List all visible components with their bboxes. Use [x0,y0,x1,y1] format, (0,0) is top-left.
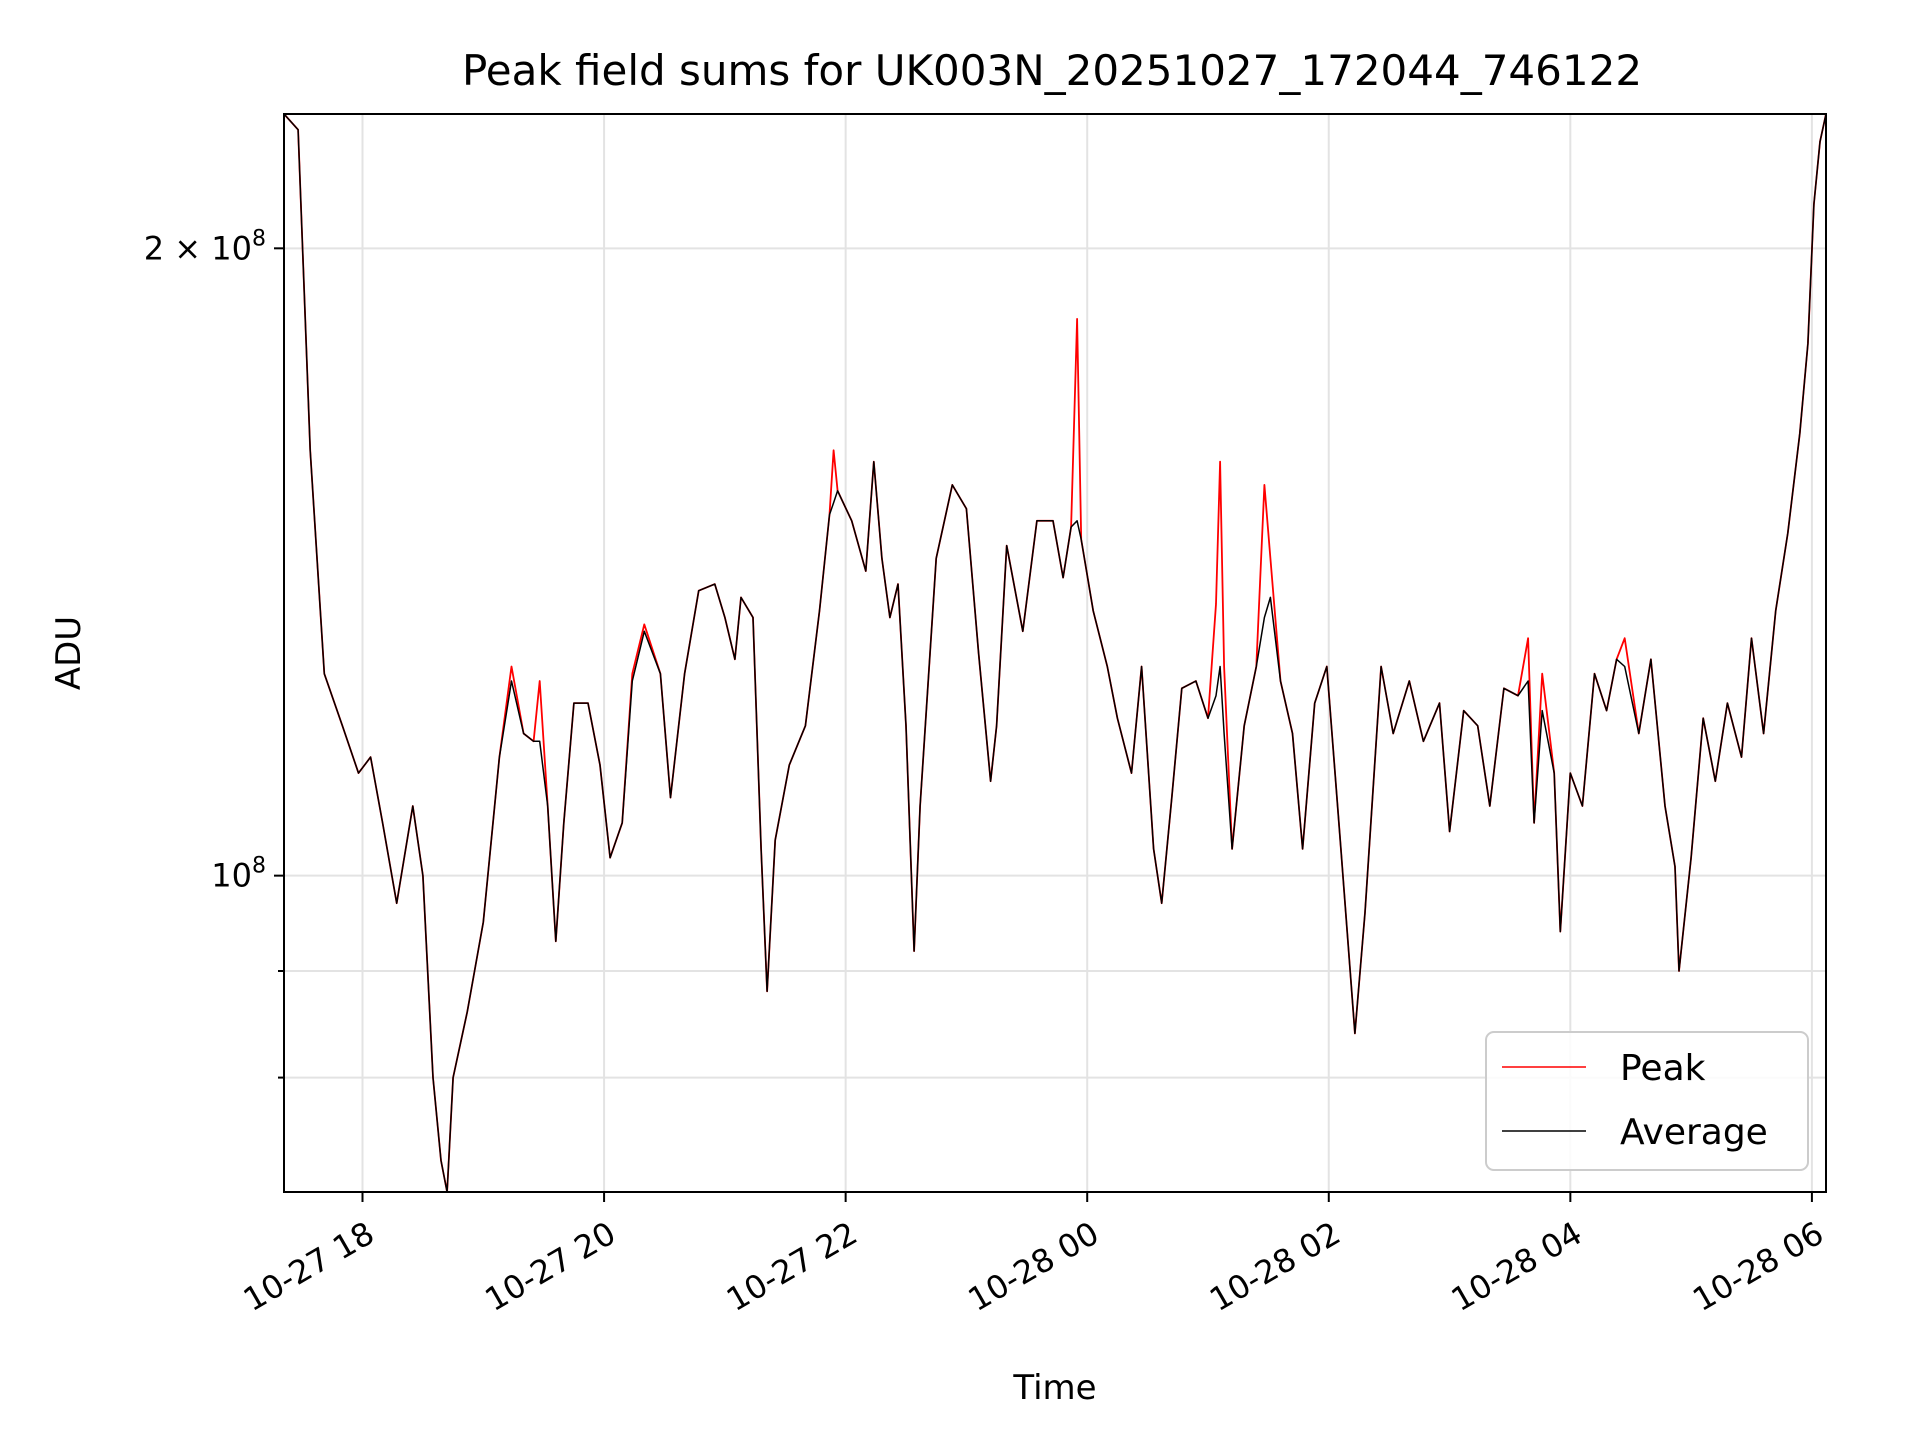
legend-label-peak: Peak [1620,1048,1706,1089]
series-line-average [283,113,1827,1193]
y-axis: 108 2 × 108 [144,226,284,1079]
y-axis-label: ADU [49,616,89,690]
chart-title: Peak field sums for UK003N_20251027_1720… [462,46,1642,95]
y-tick-label: 108 [211,854,266,895]
x-axis-label: Time [1012,1368,1096,1408]
y-tick-label: 2 × 108 [144,226,266,267]
series-lines [283,113,1827,1193]
legend: Peak Average [1485,1031,1809,1171]
plot-frame [283,113,1827,1193]
legend-label-average: Average [1620,1112,1768,1153]
